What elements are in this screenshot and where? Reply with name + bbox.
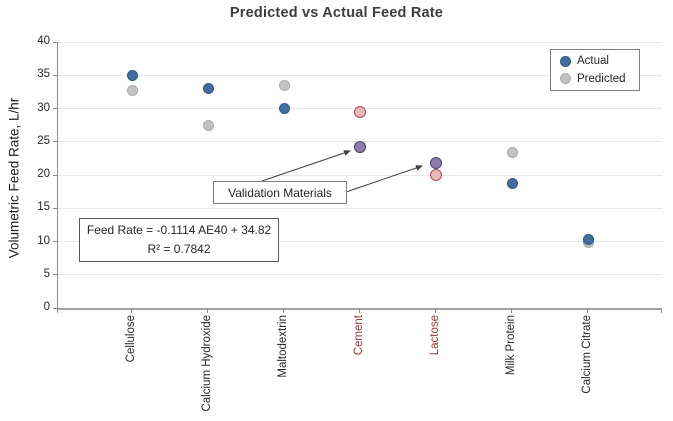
gridline-40	[58, 41, 662, 43]
x-tick-calcium-hydroxide	[206, 309, 208, 313]
y-tick-label-15: 15	[37, 201, 50, 214]
y-tick-25	[53, 141, 57, 143]
gridline-5	[58, 274, 662, 276]
validation-materials-callout: Validation Materials	[213, 181, 347, 204]
x-axis-end-tick-1	[660, 309, 662, 313]
y-tick-5	[53, 274, 57, 276]
y-tick-label-10: 10	[37, 234, 50, 247]
predicted-marker-icon	[560, 73, 571, 85]
y-tick-label-35: 35	[37, 68, 50, 81]
y-tick-label-20: 20	[37, 168, 50, 180]
x-tick-cement	[358, 309, 360, 313]
x-axis-label-cellulose: Cellulose	[124, 315, 137, 363]
gridline-10	[58, 241, 662, 242]
r-squared-line: R² = 0.7842	[147, 242, 211, 256]
point-predicted-lactose	[430, 169, 442, 181]
y-tick-label-30: 30	[37, 101, 50, 114]
point-actual-calcium-citrate	[582, 234, 594, 245]
point-actual-milk-protein	[506, 178, 518, 190]
x-tick-calcium-citrate	[586, 309, 588, 313]
legend-item-actual: Actual	[560, 55, 639, 67]
x-tick-maltodextrin	[282, 309, 284, 313]
point-predicted-cement	[354, 105, 366, 118]
actual-marker-icon	[560, 55, 571, 67]
gridline-20	[58, 174, 662, 176]
y-tick-label-0: 0	[43, 301, 50, 313]
y-tick-35	[53, 74, 57, 76]
legend-label-predicted: Predicted	[577, 72, 626, 85]
x-tick-cellulose	[130, 309, 132, 313]
x-tick-milk-protein	[510, 309, 512, 313]
legend: Actual Predicted	[550, 49, 640, 91]
x-axis-label-milk-protein: Milk Protein	[504, 315, 517, 376]
plot-area	[57, 41, 662, 310]
legend-item-predicted: Predicted	[560, 73, 639, 85]
y-tick-0	[53, 307, 57, 309]
point-actual-maltodextrin	[278, 103, 290, 114]
point-actual-calcium-hydroxide	[202, 83, 214, 95]
y-tick-label-5: 5	[43, 267, 50, 280]
y-tick-label-25: 25	[37, 134, 50, 147]
x-axis-end-tick-0	[56, 309, 58, 313]
gridline-15	[58, 207, 662, 209]
point-predicted-calcium-hydroxide	[202, 119, 214, 131]
y-tick-15	[53, 207, 57, 209]
legend-label-actual: Actual	[577, 55, 609, 68]
regression-equation-box: Feed Rate = -0.1114 AE40 + 34.82 R² = 0.…	[79, 218, 279, 262]
y-tick-20	[53, 174, 57, 176]
point-actual-cellulose	[126, 69, 138, 81]
x-axis-label-calcium-citrate: Calcium Citrate	[580, 315, 593, 394]
gridline-35	[58, 74, 662, 76]
y-tick-40	[53, 41, 57, 43]
point-actual-lactose	[430, 157, 442, 170]
point-predicted-milk-protein	[506, 146, 518, 158]
y-tick-30	[53, 108, 57, 109]
y-tick-label-40: 40	[37, 35, 50, 47]
x-axis-label-calcium-hydroxide: Calcium Hydroxide	[200, 315, 213, 412]
point-predicted-cellulose	[126, 85, 138, 97]
x-axis-label-lactose: Lactose	[428, 315, 441, 356]
point-actual-cement	[354, 141, 366, 154]
x-axis-label-maltodextrin: Maltodextrin	[276, 315, 289, 378]
point-predicted-maltodextrin	[278, 79, 290, 91]
x-axis-label-cement: Cement	[352, 315, 365, 356]
y-tick-10	[53, 241, 57, 242]
equation-line: Feed Rate = -0.1114 AE40 + 34.82	[86, 223, 272, 238]
chart-title: Predicted vs Actual Feed Rate	[229, 5, 444, 21]
x-tick-lactose	[434, 309, 436, 313]
